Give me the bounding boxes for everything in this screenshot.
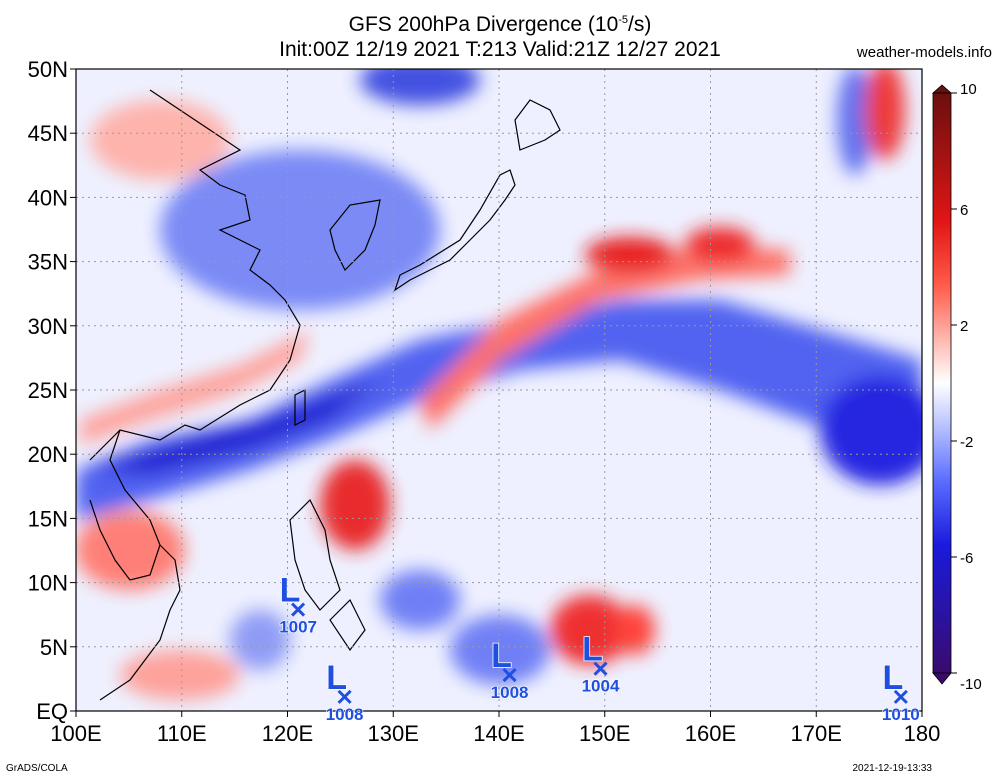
lon-label: 120E — [262, 721, 313, 746]
low-center-x — [502, 667, 517, 683]
low-center-x — [291, 602, 306, 617]
title-suffix: /s) — [628, 13, 652, 36]
lon-label: 180 — [904, 721, 941, 746]
low-center-x — [893, 689, 908, 704]
low-center-x — [337, 689, 352, 704]
lat-label: 35N — [28, 250, 68, 275]
colorbar: 10 6 2 -2 -6 -10 — [931, 81, 982, 693]
longitude-axis: 100E 110E 120E 130E 140E 150E 160E 170E 180 — [50, 711, 940, 746]
low-pressure-value: 1008 — [491, 683, 529, 702]
lat-label: 50N — [28, 57, 68, 82]
low-letter: L — [491, 637, 512, 675]
low-letter: L — [326, 659, 347, 697]
low-letter: L — [882, 659, 903, 697]
latitude-axis: 50N 45N 40N 35N 30N 25N 20N 15N 10N 5N EQ — [28, 57, 76, 724]
colorbar-ticks: 10 6 2 -2 -6 -10 — [951, 81, 982, 693]
lon-label: 110E — [157, 721, 207, 746]
title-exponent: -5 — [618, 14, 629, 26]
lat-label: EQ — [36, 699, 68, 724]
low-marker: L 1010 — [881, 658, 920, 724]
divergence-field — [76, 69, 922, 711]
lon-label: 140E — [473, 721, 524, 746]
lat-label: 5N — [40, 635, 68, 660]
lon-label: 130E — [368, 721, 419, 746]
colorbar-tick-label: 6 — [960, 202, 968, 219]
colorbar-tick-label: -2 — [960, 434, 973, 451]
low-marker: L 1008 — [490, 636, 529, 702]
title-prefix: GFS 200hPa Divergence (10 — [348, 13, 619, 36]
chart-title: GFS 200hPa Divergence (10-5/s) — [0, 8, 1000, 37]
lat-label: 45N — [28, 121, 68, 146]
coastlines — [89, 89, 561, 701]
lat-label: 20N — [28, 442, 68, 467]
low-letter: L — [582, 631, 603, 669]
colorbar-bottom-arrow — [932, 672, 952, 685]
lon-label: 170E — [791, 721, 842, 746]
low-pressure-value: 1004 — [582, 677, 620, 696]
render-timestamp: 2021-12-19-13:33 — [852, 763, 932, 774]
low-pressure-markers: L 1007 L 1008 L 1008 L 1004 L 1010 — [279, 571, 921, 725]
lat-label: 10N — [28, 571, 68, 596]
software-credit: GrADS/COLA — [6, 763, 68, 774]
lat-label: 40N — [28, 185, 68, 210]
low-pressure-value: 1008 — [326, 705, 364, 724]
colorbar-tick-label: 2 — [960, 318, 968, 335]
lon-label: 100E — [50, 721, 101, 746]
low-letter: L — [280, 572, 301, 610]
lat-label: 30N — [28, 314, 68, 339]
low-marker: L 1008 — [325, 658, 364, 724]
colorbar-gradient — [932, 92, 952, 674]
colorbar-top-arrow — [931, 84, 953, 94]
lat-label: 25N — [28, 378, 68, 403]
low-center-x — [593, 661, 608, 676]
chart-subtitle: Init:00Z 12/19 2021 T:213 Valid:21Z 12/2… — [279, 38, 721, 61]
colorbar-tick-label: -10 — [960, 676, 982, 693]
lon-label: 150E — [579, 721, 630, 746]
colorbar-tick-label: 10 — [960, 81, 977, 98]
low-pressure-value: 1010 — [882, 705, 920, 724]
low-marker: L 1004 — [581, 630, 621, 696]
colorbar-tick-label: -6 — [960, 550, 973, 567]
lat-label: 15N — [28, 506, 68, 531]
source-label: weather-models.info — [856, 44, 992, 61]
lon-label: 160E — [685, 721, 736, 746]
low-pressure-value: 1007 — [279, 618, 317, 637]
low-marker: L 1007 — [279, 571, 318, 637]
graticule — [76, 69, 922, 711]
